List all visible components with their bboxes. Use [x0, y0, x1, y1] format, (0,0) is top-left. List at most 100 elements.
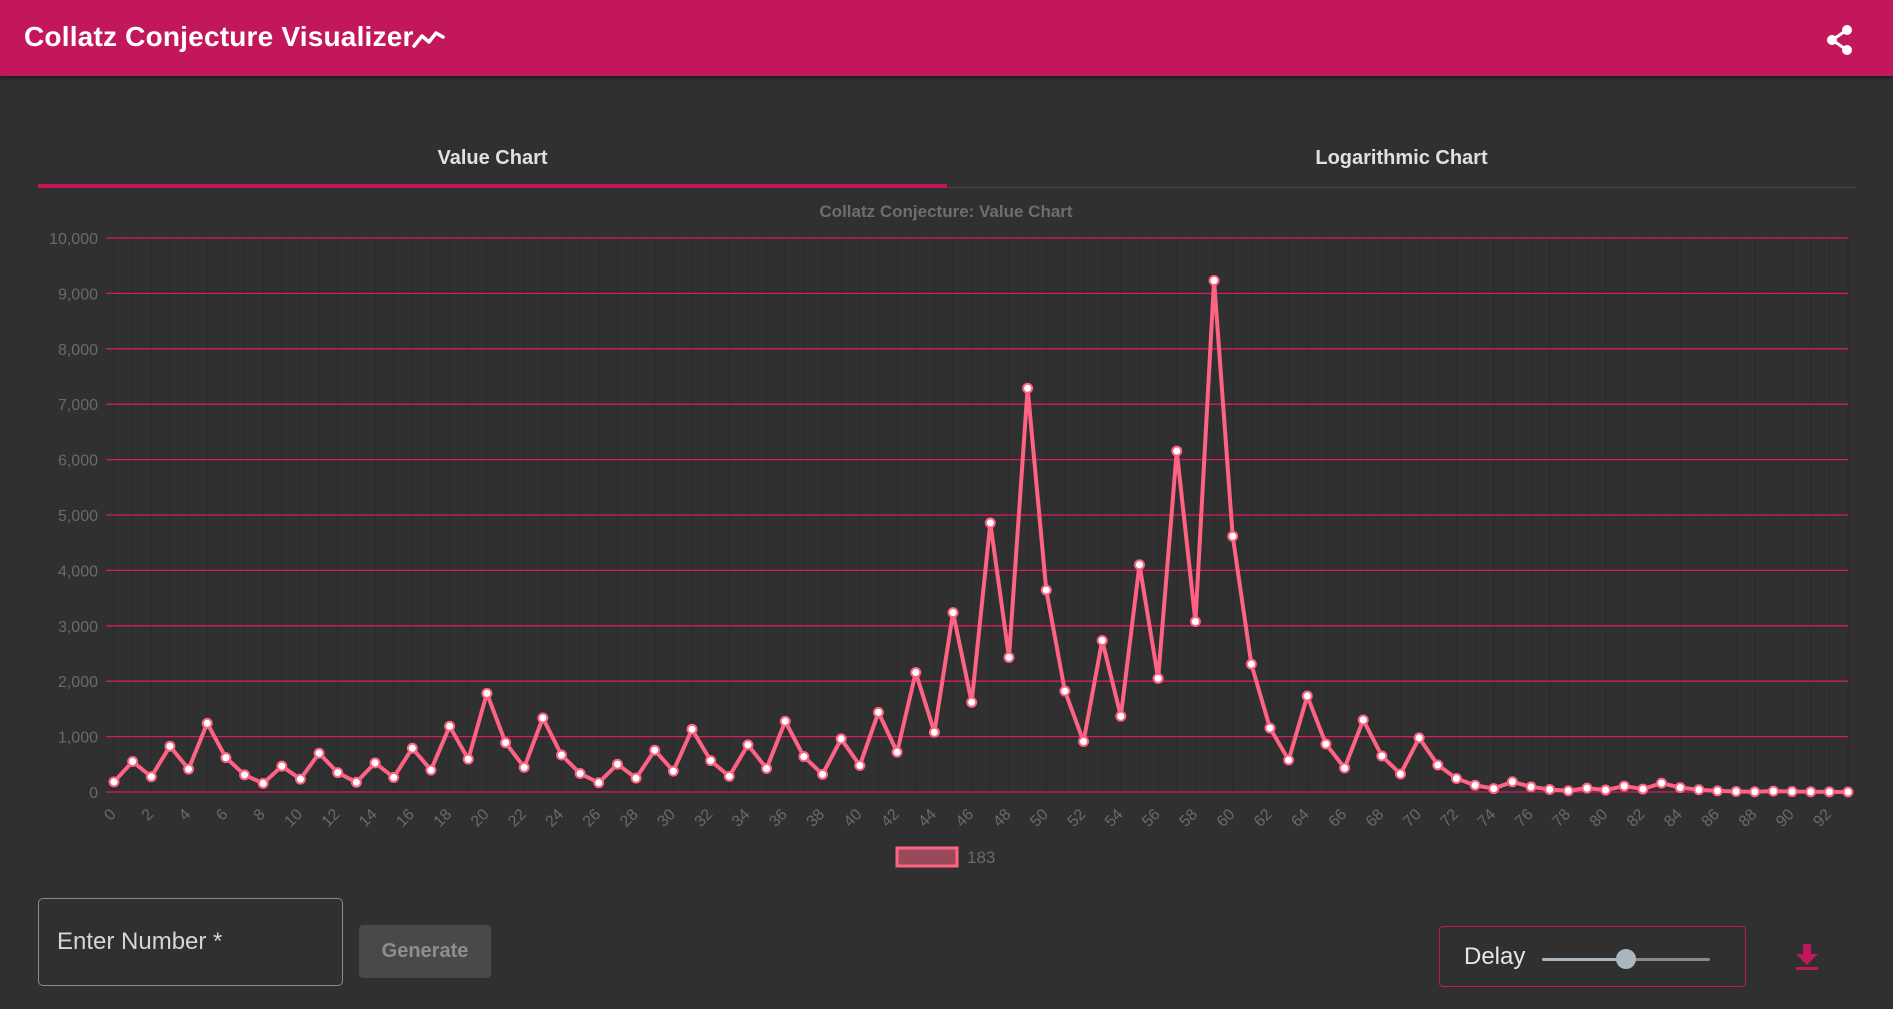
delay-slider[interactable]	[1542, 949, 1710, 969]
data-point	[444, 720, 456, 732]
data-point	[1823, 786, 1835, 798]
x-tick-label: 90	[1773, 806, 1798, 831]
data-point	[239, 769, 251, 781]
data-point	[966, 696, 978, 708]
x-tick-label: 72	[1438, 806, 1463, 831]
data-point	[1208, 275, 1220, 287]
number-input[interactable]	[39, 899, 342, 985]
y-tick-label: 3,000	[58, 619, 98, 636]
y-tick-label: 6,000	[58, 453, 98, 470]
y-tick-label: 8,000	[58, 342, 98, 359]
data-point	[1357, 714, 1369, 726]
data-point	[127, 756, 139, 768]
data-point	[1730, 785, 1742, 797]
data-point	[1395, 768, 1407, 780]
x-tick-label: 40	[841, 806, 866, 831]
data-point	[1245, 658, 1257, 670]
data-point	[1767, 785, 1779, 797]
legend-label: 183	[967, 848, 995, 867]
x-tick-label: 92	[1810, 806, 1835, 831]
data-point	[649, 744, 661, 756]
delay-slider-fill	[1542, 958, 1626, 961]
data-point	[1152, 672, 1164, 684]
data-point	[1450, 772, 1462, 784]
data-point	[1637, 783, 1649, 795]
data-point	[891, 746, 903, 758]
x-tick-label: 84	[1661, 806, 1686, 831]
data-point	[1040, 584, 1052, 596]
data-point	[108, 776, 120, 788]
chart-title: Collatz Conjecture: Value Chart	[819, 202, 1072, 221]
x-tick-label: 44	[915, 806, 940, 831]
number-field[interactable]	[38, 898, 343, 986]
x-tick-label: 60	[1214, 806, 1239, 831]
x-tick-label: 32	[692, 806, 717, 831]
x-tick-label: 22	[505, 806, 530, 831]
x-tick-label: 46	[953, 806, 978, 831]
x-tick-label: 2	[139, 806, 157, 824]
delay-label: Delay	[1464, 943, 1526, 970]
x-tick-label: 38	[804, 806, 829, 831]
download-icon[interactable]	[1794, 943, 1820, 971]
data-point	[1469, 779, 1481, 791]
data-point	[854, 759, 866, 771]
tab-logarithmic-chart[interactable]: Logarithmic Chart	[1315, 147, 1488, 169]
x-tick-label: 86	[1699, 806, 1724, 831]
data-point	[1562, 785, 1574, 797]
data-point	[1003, 651, 1015, 663]
x-tick-label: 74	[1475, 806, 1500, 831]
delay-control: Delay	[1439, 926, 1746, 987]
x-tick-label: 78	[1549, 806, 1574, 831]
data-point	[369, 757, 381, 769]
data-point	[1301, 690, 1313, 702]
x-tick-label: 26	[580, 806, 605, 831]
data-point	[1413, 732, 1425, 744]
data-point	[201, 717, 213, 729]
data-point	[164, 740, 176, 752]
data-point	[779, 715, 791, 727]
x-tick-label: 82	[1624, 806, 1649, 831]
data-point	[537, 712, 549, 724]
data-point	[611, 758, 623, 770]
data-point	[1432, 759, 1444, 771]
x-tick-label: 20	[468, 806, 493, 831]
x-tick-label: 28	[617, 806, 642, 831]
data-point	[388, 771, 400, 783]
share-icon[interactable]	[1824, 24, 1856, 56]
delay-slider-thumb[interactable]	[1616, 949, 1636, 969]
x-tick-label: 30	[654, 806, 679, 831]
data-point	[276, 760, 288, 772]
tab-value-chart[interactable]: Value Chart	[437, 147, 548, 169]
data-point	[462, 753, 474, 765]
data-point	[1059, 685, 1071, 697]
x-tick-label: 50	[1027, 806, 1052, 831]
data-point	[313, 747, 325, 759]
data-point	[145, 771, 157, 783]
x-tick-label: 18	[431, 806, 456, 831]
data-point	[1805, 786, 1817, 798]
data-point	[630, 772, 642, 784]
y-tick-label: 1,000	[58, 730, 98, 747]
data-point	[1115, 710, 1127, 722]
data-point	[1544, 783, 1556, 795]
trending-up-icon	[412, 31, 445, 48]
data-point	[798, 751, 810, 763]
data-point	[1842, 786, 1854, 798]
data-point	[1656, 777, 1668, 789]
data-point	[1078, 736, 1090, 748]
x-tick-label: 48	[990, 806, 1015, 831]
y-tick-label: 10,000	[49, 231, 98, 248]
x-tick-label: 4	[176, 806, 194, 824]
y-tick-label: 4,000	[58, 563, 98, 580]
generate-button[interactable]: Generate	[359, 925, 491, 978]
x-tick-label: 16	[393, 806, 418, 831]
data-point	[1618, 780, 1630, 792]
data-point	[1171, 445, 1183, 457]
data-point	[1581, 782, 1593, 794]
data-point	[1488, 783, 1500, 795]
data-point	[1600, 784, 1612, 796]
data-point	[1320, 738, 1332, 750]
data-point	[835, 733, 847, 745]
data-point	[332, 767, 344, 779]
data-point	[1133, 559, 1145, 571]
